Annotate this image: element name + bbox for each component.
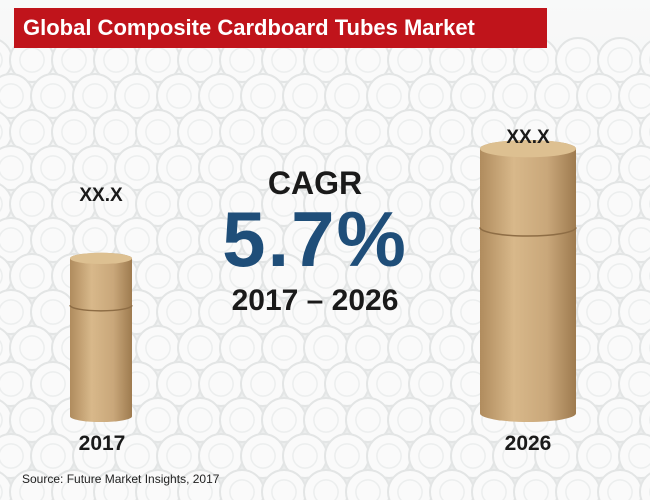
- cagr-label: CAGR: [267, 165, 363, 201]
- category-label-2026: 2026: [504, 432, 552, 455]
- tube-body-2026: [480, 140, 576, 422]
- cagr-value: 5.7%: [222, 195, 408, 283]
- tube-bar-2017: [69, 252, 133, 422]
- tube-seam-2017: [69, 304, 133, 312]
- tube-lid-2026: [480, 140, 576, 158]
- tube-body-2017: [70, 252, 132, 422]
- tube-seam-2026: [479, 227, 577, 237]
- chart-title: Global Composite Cardboard Tubes Market: [14, 8, 547, 48]
- cagr-period: 2017 – 2026: [231, 284, 399, 317]
- tube-bar-2026: [479, 140, 577, 422]
- value-label-2026: XX.X: [506, 127, 550, 148]
- category-label-2017: 2017: [78, 432, 126, 455]
- source-note: Source: Future Market Insights, 2017: [22, 472, 220, 486]
- tube-lid-2017: [70, 252, 132, 264]
- value-label-2017: XX.X: [79, 185, 123, 206]
